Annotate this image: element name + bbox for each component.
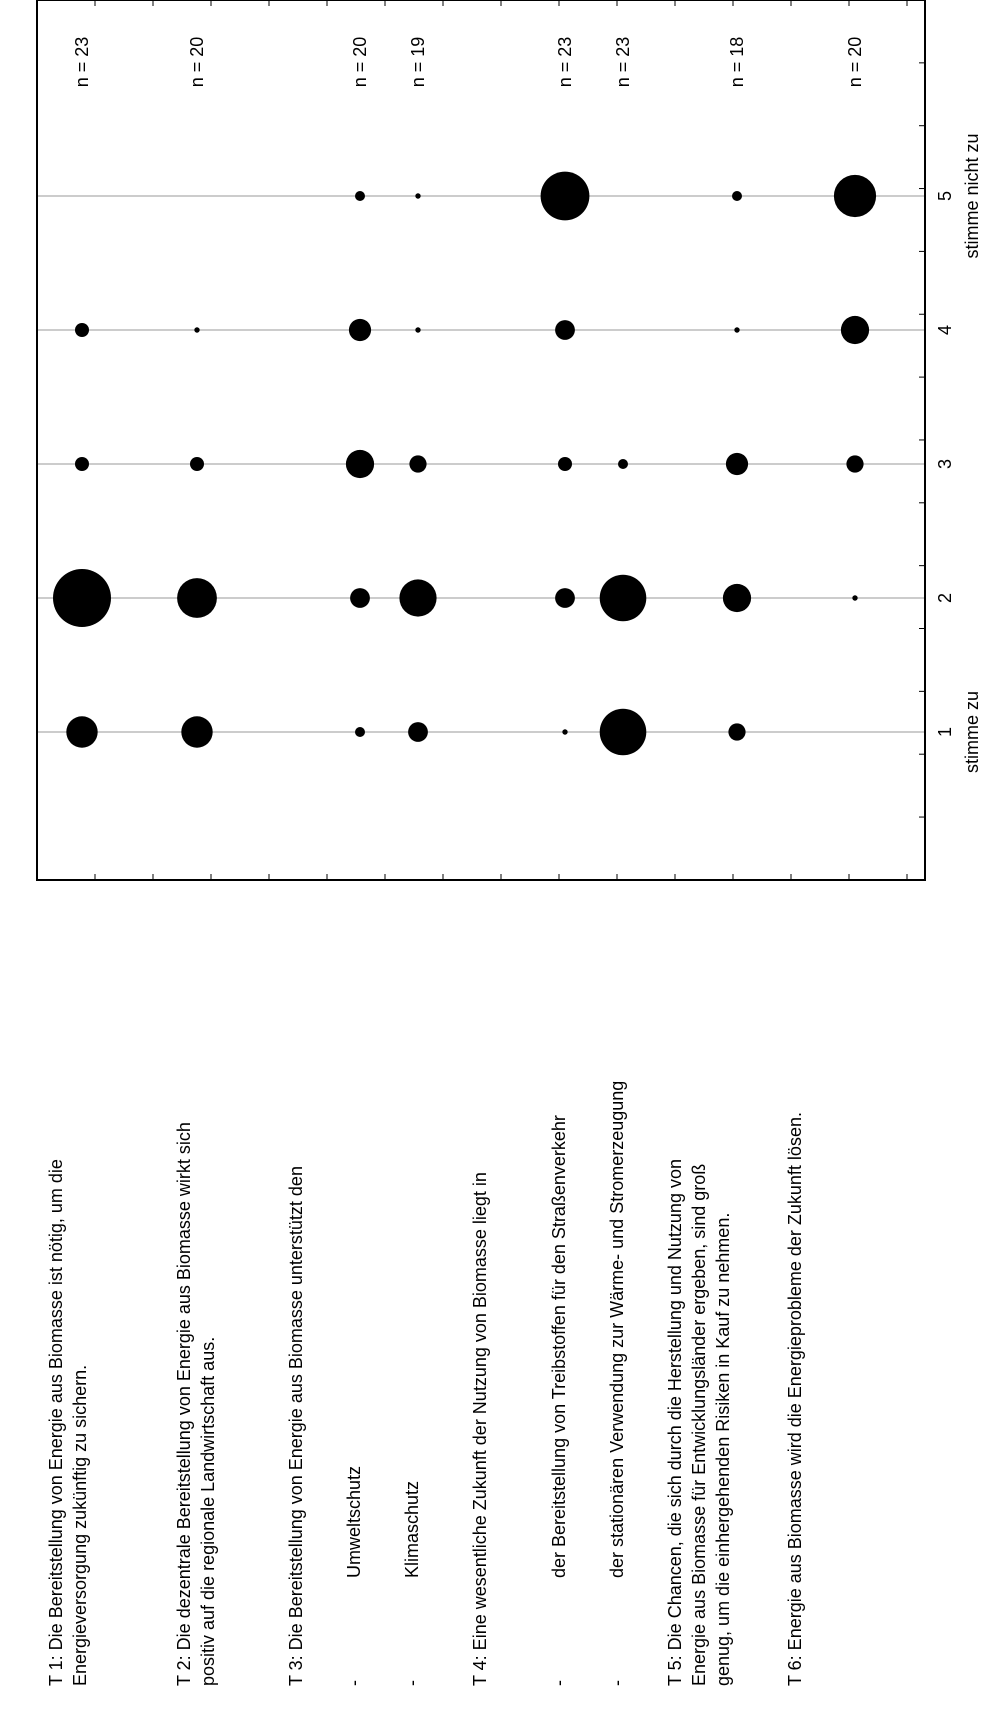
statement-text: positiv auf die regionale Landwirtschaft… — [198, 1337, 218, 1686]
n-label: n = 20 — [845, 37, 865, 88]
bubble-T5-2 — [722, 583, 752, 613]
bubble-T1-2 — [53, 569, 111, 627]
sample-size-labels: n = 23 n = 20 n = 20 n = 19 n = 23 n = 23 n = … — [72, 37, 865, 88]
statement-text: T 2: Die dezentrale Bereitstellung von E… — [174, 1122, 194, 1686]
statement-text: Umweltschutz — [344, 1466, 364, 1578]
scale-tick-label: 2 — [935, 593, 955, 603]
bubble-T4-Strassenverkehr-2 — [555, 588, 575, 608]
bubble-T2-1 — [181, 716, 213, 748]
scale-tick-label: 1 — [935, 727, 955, 737]
bubble-T3-Umweltschutz-5 — [355, 191, 365, 201]
n-label: n = 20 — [350, 37, 370, 88]
bubble-T4-Waerme-Strom-3 — [618, 459, 628, 469]
bubble-T6-3 — [846, 455, 864, 473]
scale-label-agree: stimme zu — [962, 691, 982, 773]
scale-tick-label: 4 — [935, 325, 955, 335]
statement-text: T 4: Eine wesentliche Zukunft der Nutzun… — [470, 1172, 490, 1686]
n-label: n = 19 — [408, 37, 428, 88]
bubble-T3-Klimaschutz-3 — [409, 455, 427, 473]
n-label: n = 23 — [72, 37, 92, 88]
statement-text: T 3: Die Bereitstellung von Energie aus … — [286, 1166, 306, 1686]
bubble-T3-Umweltschutz-1 — [355, 727, 365, 737]
statement-text: der stationären Verwendung zur Wärme- un… — [607, 1081, 627, 1578]
plot-frame — [36, 0, 926, 881]
statement-text: der Bereitstellung von Treibstoffen für … — [549, 1115, 569, 1578]
bubble-T5-4 — [734, 327, 740, 333]
bubble-T4-Waerme-Strom-2 — [599, 574, 647, 622]
bubble-T2-2 — [177, 578, 217, 618]
frame-ticks — [94, 0, 925, 880]
bubble-T5-1 — [728, 723, 746, 741]
bubble-T1-1 — [66, 716, 98, 748]
scale-reference-lines — [37, 195, 925, 733]
scale-tick-label: 5 — [935, 191, 955, 201]
bubble-T3-Umweltschutz-2 — [350, 588, 370, 608]
bubble-T3-Klimaschutz-4 — [415, 327, 421, 333]
statement-bullet: - — [344, 1680, 364, 1686]
statement-bullet: - — [607, 1680, 627, 1686]
bubble-T6-2 — [852, 595, 858, 601]
statement-text: T 1: Die Bereitstellung von Energie aus … — [46, 1159, 66, 1686]
bubble-T2-4 — [194, 327, 200, 333]
bubble-T3-Umweltschutz-4 — [348, 318, 372, 342]
bubble-T3-Klimaschutz-5 — [415, 193, 421, 199]
statement-text: Energieversorgung zukünftig zu sichern. — [70, 1365, 90, 1686]
bubble-T6-4 — [840, 315, 870, 345]
statement-bullet: - — [549, 1680, 569, 1686]
bubble-T1-4 — [75, 323, 89, 337]
bubble-T4-Strassenverkehr-1 — [562, 729, 568, 735]
bubble-T5-3 — [725, 452, 749, 476]
statement-text: genug, um die einhergehenden Risiken in … — [713, 1213, 733, 1686]
n-label: n = 23 — [555, 37, 575, 88]
bubble-T4-Strassenverkehr-4 — [555, 320, 575, 340]
bubble-T3-Klimaschutz-1 — [408, 722, 428, 742]
statement-labels: T 1: Die Bereitstellung von Energie aus … — [46, 1081, 805, 1686]
statement-text: T 5: Die Chancen, die sich durch die Her… — [665, 1159, 685, 1686]
statement-text: T 6: Energie aus Biomasse wird die Energ… — [785, 1112, 805, 1686]
bubble-T4-Strassenverkehr-5 — [540, 171, 590, 221]
n-label: n = 20 — [187, 37, 207, 88]
n-label: n = 18 — [727, 37, 747, 88]
bubble-T5-5 — [732, 191, 742, 201]
n-label: n = 23 — [613, 37, 633, 88]
bubble-T3-Klimaschutz-2 — [399, 579, 437, 617]
scale-tick-label: 3 — [935, 459, 955, 469]
bubble-T3-Umweltschutz-3 — [345, 449, 375, 479]
scale-label-disagree: stimme nicht zu — [962, 133, 982, 258]
bubble-T4-Waerme-Strom-1 — [599, 708, 647, 756]
bubble-T1-3 — [75, 457, 89, 471]
statement-text: Energie aus Biomasse für Entwicklungslän… — [689, 1164, 709, 1686]
statement-bullet: - — [402, 1680, 422, 1686]
bubbles — [53, 171, 877, 756]
bubble-T4-Strassenverkehr-3 — [558, 457, 572, 471]
bubble-T6-5 — [833, 174, 877, 218]
scale-axis: 1 2 3 4 5 stimme zu stimme nicht zu — [935, 133, 982, 773]
statement-text: Klimaschutz — [402, 1481, 422, 1578]
bubble-T2-3 — [190, 457, 204, 471]
